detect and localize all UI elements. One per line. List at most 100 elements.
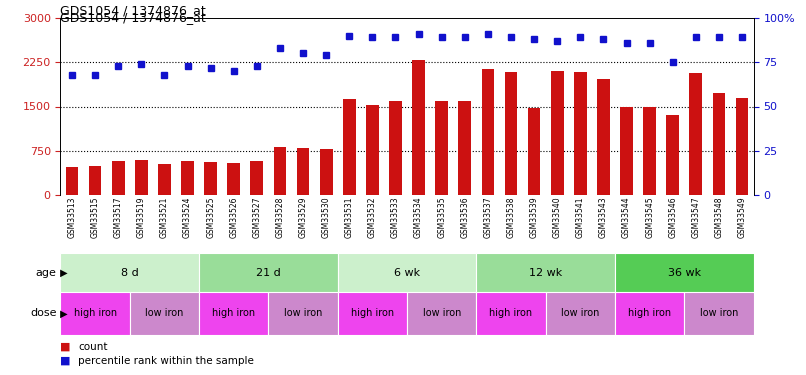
- Text: ■: ■: [60, 342, 71, 352]
- Text: GSM33527: GSM33527: [252, 197, 261, 238]
- Text: high iron: high iron: [351, 309, 394, 318]
- Text: low iron: low iron: [422, 309, 461, 318]
- Text: GSM33517: GSM33517: [114, 197, 123, 238]
- Bar: [667, 115, 679, 195]
- Bar: [158, 164, 171, 195]
- Bar: [597, 80, 610, 195]
- Bar: [459, 101, 472, 195]
- Text: age: age: [35, 268, 56, 278]
- Text: GSM33541: GSM33541: [575, 197, 585, 238]
- Text: GSM33539: GSM33539: [530, 197, 538, 238]
- Text: GSM33528: GSM33528: [276, 197, 285, 238]
- Text: high iron: high iron: [489, 309, 533, 318]
- Text: GSM33538: GSM33538: [506, 197, 516, 238]
- Bar: [60, 253, 199, 292]
- Text: GSM33548: GSM33548: [714, 197, 724, 238]
- Bar: [389, 101, 402, 195]
- Text: GSM33513: GSM33513: [68, 197, 77, 238]
- Bar: [112, 161, 125, 195]
- Bar: [181, 161, 194, 195]
- Text: GDS1054 / 1374876_at: GDS1054 / 1374876_at: [60, 11, 206, 24]
- Text: GSM33540: GSM33540: [553, 197, 562, 238]
- Text: low iron: low iron: [284, 309, 322, 318]
- Text: GSM33543: GSM33543: [599, 197, 608, 238]
- Text: GSM33521: GSM33521: [160, 197, 169, 238]
- Text: GSM33530: GSM33530: [322, 197, 330, 238]
- Text: 8 d: 8 d: [121, 268, 139, 278]
- Bar: [476, 292, 546, 335]
- Bar: [273, 147, 286, 195]
- Text: GSM33534: GSM33534: [414, 197, 423, 238]
- Bar: [407, 292, 476, 335]
- Bar: [320, 149, 333, 195]
- Bar: [338, 253, 476, 292]
- Bar: [338, 292, 407, 335]
- Text: count: count: [78, 342, 108, 352]
- Text: GSM33524: GSM33524: [183, 197, 192, 238]
- Text: GDS1054 / 1374876_at: GDS1054 / 1374876_at: [60, 4, 206, 17]
- Text: ▶: ▶: [57, 309, 68, 318]
- Bar: [550, 70, 563, 195]
- Bar: [199, 253, 338, 292]
- Bar: [643, 107, 656, 195]
- Text: 36 wk: 36 wk: [667, 268, 701, 278]
- Text: GSM33529: GSM33529: [298, 197, 308, 238]
- Bar: [615, 253, 754, 292]
- Text: low iron: low iron: [700, 309, 738, 318]
- Text: ■: ■: [60, 356, 71, 366]
- Bar: [505, 72, 517, 195]
- Bar: [297, 148, 310, 195]
- Bar: [689, 74, 702, 195]
- Text: high iron: high iron: [73, 309, 117, 318]
- Text: GSM33545: GSM33545: [645, 197, 654, 238]
- Bar: [135, 160, 147, 195]
- Text: GSM33549: GSM33549: [737, 197, 746, 238]
- Text: low iron: low iron: [561, 309, 600, 318]
- Bar: [684, 292, 754, 335]
- Text: GSM33531: GSM33531: [345, 197, 354, 238]
- Text: GSM33537: GSM33537: [484, 197, 492, 238]
- Bar: [65, 166, 78, 195]
- Bar: [268, 292, 338, 335]
- Bar: [204, 162, 217, 195]
- Bar: [60, 292, 130, 335]
- Text: 21 d: 21 d: [256, 268, 280, 278]
- Bar: [89, 165, 102, 195]
- Text: 12 wk: 12 wk: [529, 268, 563, 278]
- Text: percentile rank within the sample: percentile rank within the sample: [78, 356, 254, 366]
- Text: GSM33525: GSM33525: [206, 197, 215, 238]
- Bar: [546, 292, 615, 335]
- Bar: [251, 161, 264, 195]
- Bar: [713, 93, 725, 195]
- Text: 6 wk: 6 wk: [394, 268, 420, 278]
- Bar: [199, 292, 268, 335]
- Text: ▶: ▶: [57, 268, 68, 278]
- Bar: [481, 69, 494, 195]
- Bar: [736, 98, 749, 195]
- Text: GSM33526: GSM33526: [229, 197, 239, 238]
- Text: high iron: high iron: [212, 309, 256, 318]
- Text: GSM33547: GSM33547: [692, 197, 700, 238]
- Text: low iron: low iron: [145, 309, 184, 318]
- Text: GSM33533: GSM33533: [391, 197, 400, 238]
- Bar: [412, 60, 425, 195]
- Bar: [227, 162, 240, 195]
- Text: GSM33519: GSM33519: [137, 197, 146, 238]
- Text: GSM33544: GSM33544: [622, 197, 631, 238]
- Text: dose: dose: [30, 309, 56, 318]
- Bar: [130, 292, 199, 335]
- Text: GSM33515: GSM33515: [90, 197, 100, 238]
- Bar: [574, 72, 587, 195]
- Bar: [476, 253, 615, 292]
- Bar: [343, 99, 355, 195]
- Text: high iron: high iron: [628, 309, 671, 318]
- Bar: [366, 105, 379, 195]
- Bar: [528, 108, 541, 195]
- Text: GSM33532: GSM33532: [368, 197, 377, 238]
- Bar: [620, 106, 633, 195]
- Text: GSM33536: GSM33536: [460, 197, 469, 238]
- Text: GSM33546: GSM33546: [668, 197, 677, 238]
- Bar: [435, 101, 448, 195]
- Bar: [615, 292, 684, 335]
- Text: GSM33535: GSM33535: [437, 197, 447, 238]
